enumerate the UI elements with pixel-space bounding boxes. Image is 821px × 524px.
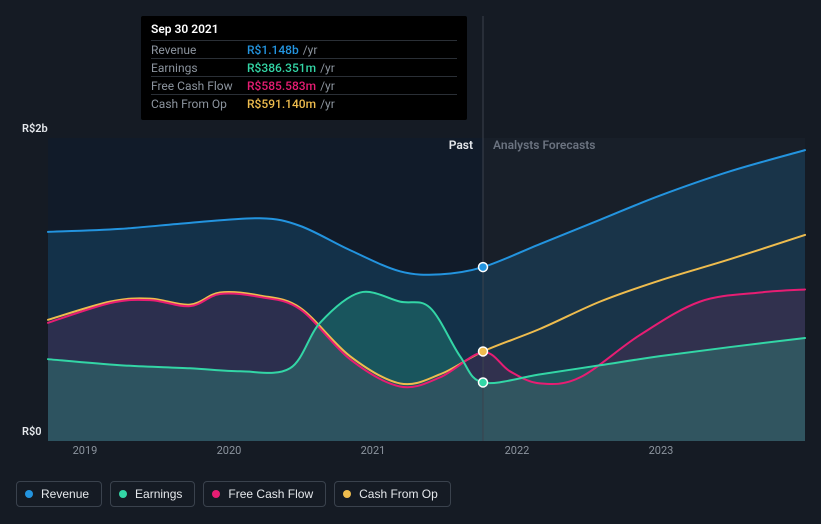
tooltip-date: Sep 30 2021 [151, 22, 457, 40]
tooltip-metric-value: R$585.583m [247, 79, 316, 93]
y-axis-max-label: R$2b [22, 122, 48, 135]
x-axis-tick: 2023 [649, 444, 674, 457]
x-axis-tick: 2022 [505, 444, 530, 457]
series-marker [479, 347, 488, 356]
chart-tooltip: Sep 30 2021 RevenueR$1.148b/yrEarningsR$… [141, 16, 467, 120]
tooltip-metric-label: Revenue [151, 43, 247, 57]
past-section-label: Past [449, 138, 473, 152]
legend-label: Free Cash Flow [228, 487, 313, 501]
legend-color-dot [343, 490, 351, 498]
legend-label: Cash From Op [359, 487, 438, 501]
legend-item[interactable]: Earnings [110, 481, 195, 507]
tooltip-metric-value: R$386.351m [247, 61, 316, 75]
legend-color-dot [25, 490, 33, 498]
tooltip-unit: /yr [320, 97, 335, 111]
tooltip-unit: /yr [303, 43, 318, 57]
chart-legend: Revenue Earnings Free Cash Flow Cash From O… [16, 481, 451, 507]
tooltip-metric-label: Free Cash Flow [151, 79, 247, 93]
tooltip-metric-label: Earnings [151, 61, 247, 75]
legend-label: Revenue [41, 487, 89, 501]
x-axis-tick: 2019 [73, 444, 98, 457]
tooltip-row: Free Cash FlowR$585.583m/yr [151, 76, 457, 94]
y-axis-min-label: R$0 [22, 425, 42, 438]
legend-item[interactable]: Cash From Op [334, 481, 451, 507]
series-marker [479, 378, 488, 387]
legend-color-dot [212, 490, 220, 498]
tooltip-unit: /yr [320, 61, 335, 75]
tooltip-unit: /yr [320, 79, 335, 93]
tooltip-row: RevenueR$1.148b/yr [151, 40, 457, 58]
legend-color-dot [119, 490, 127, 498]
series-marker [479, 263, 488, 272]
legend-item[interactable]: Revenue [16, 481, 102, 507]
tooltip-row: EarningsR$386.351m/yr [151, 58, 457, 76]
legend-label: Earnings [135, 487, 182, 501]
forecast-section-label: Analysts Forecasts [493, 138, 595, 152]
financial-timeseries-chart: R$2b R$0 2019 2020 2021 2022 2023 Past Analysts … [0, 0, 821, 524]
tooltip-rows: RevenueR$1.148b/yrEarningsR$386.351m/yrF… [151, 40, 457, 112]
x-axis-tick: 2020 [217, 444, 242, 457]
tooltip-metric-value: R$591.140m [247, 97, 316, 111]
x-axis-tick: 2021 [361, 444, 386, 457]
tooltip-metric-value: R$1.148b [247, 43, 299, 57]
tooltip-row: Cash From OpR$591.140m/yr [151, 94, 457, 112]
tooltip-metric-label: Cash From Op [151, 97, 247, 111]
legend-item[interactable]: Free Cash Flow [203, 481, 326, 507]
